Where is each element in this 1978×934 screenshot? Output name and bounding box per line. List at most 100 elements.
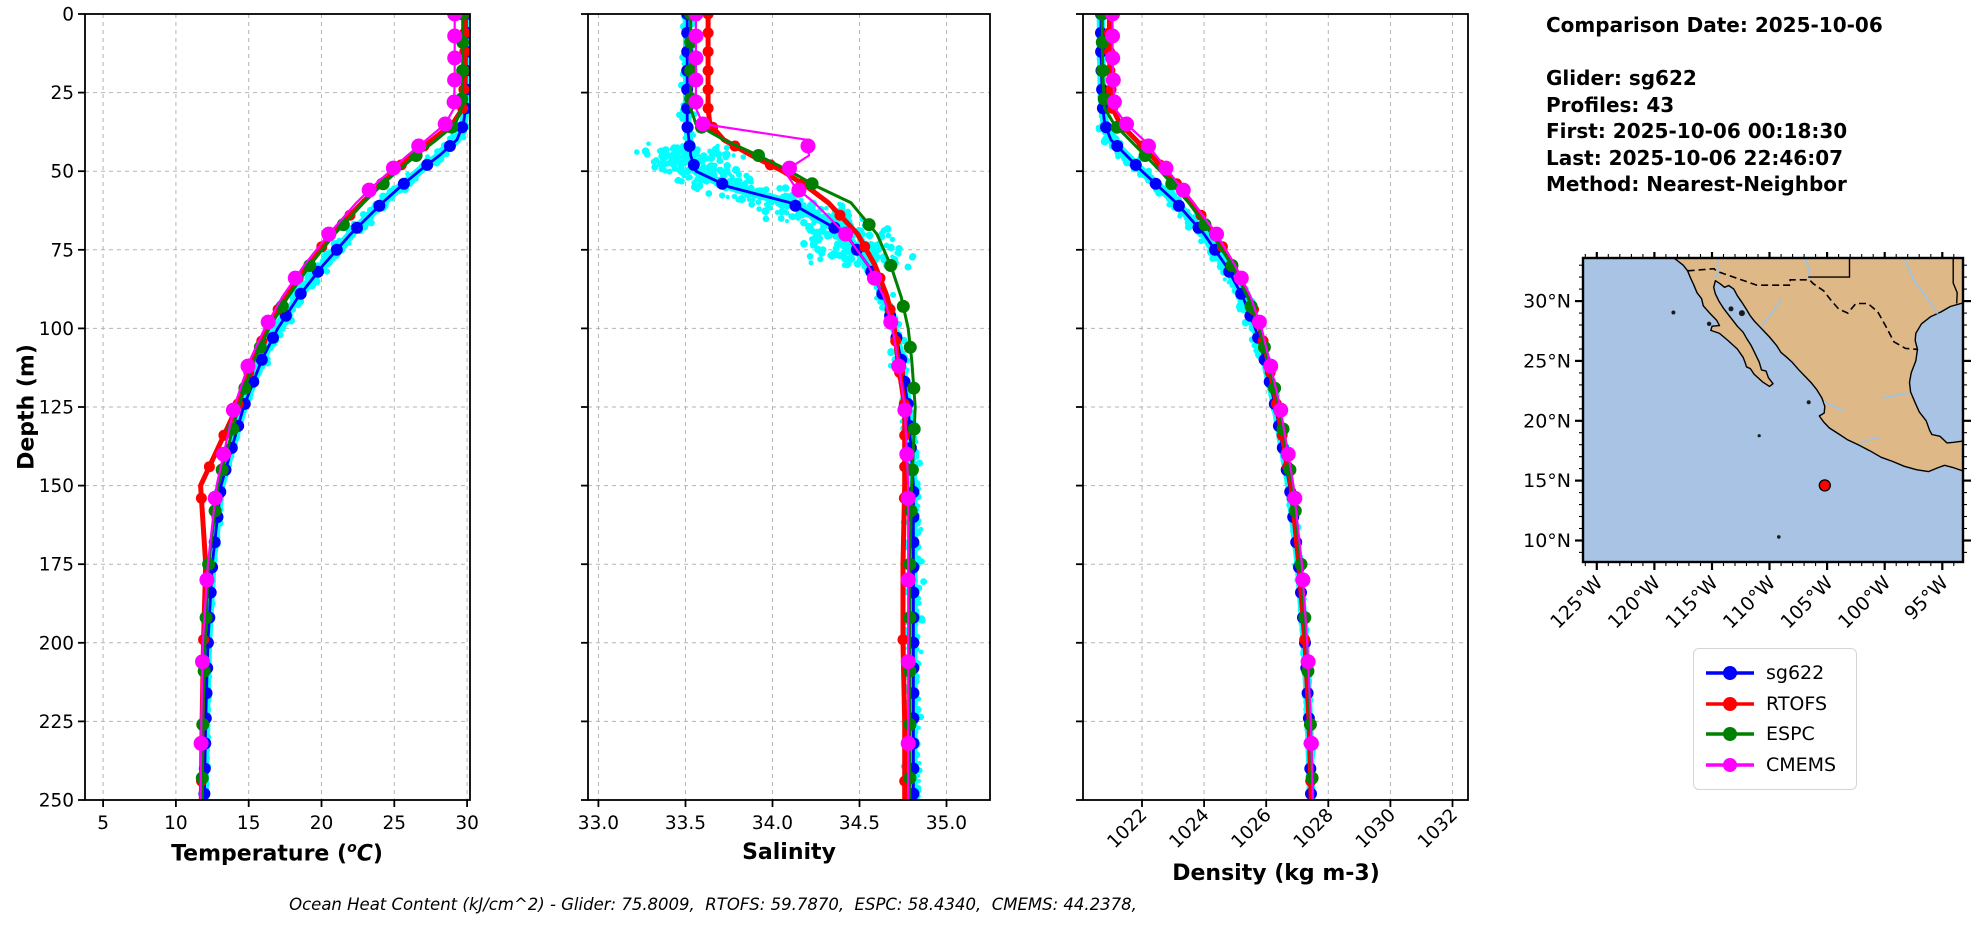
series-CMEMS bbox=[1105, 14, 1319, 800]
marker-RTOFS bbox=[897, 634, 909, 646]
map-island bbox=[1806, 400, 1811, 405]
map-frame bbox=[1581, 256, 1965, 564]
raw-scatter-point bbox=[909, 253, 917, 260]
raw-scatter-point bbox=[662, 168, 668, 174]
raw-scatter-point bbox=[915, 459, 924, 467]
map-land bbox=[1673, 258, 1963, 473]
marker-CMEMS bbox=[361, 182, 377, 198]
marker-RTOFS bbox=[702, 27, 714, 39]
marker-RTOFS bbox=[899, 429, 911, 441]
x-tick-label: 1030 bbox=[1352, 805, 1400, 853]
comparison-info-block: Comparison Date: 2025-10-06 Glider: sg62… bbox=[1546, 12, 1883, 198]
y-tick-label: 150 bbox=[39, 476, 74, 497]
raw-scatter-point bbox=[800, 202, 807, 209]
raw-scatter-point bbox=[751, 197, 756, 202]
raw-scatter-point bbox=[838, 202, 846, 210]
x-tick-label: 25 bbox=[383, 813, 407, 834]
legend-key-RTOFS bbox=[1706, 696, 1754, 711]
raw-scatter-point bbox=[915, 520, 921, 527]
map-lat-label: 25°N bbox=[1523, 350, 1571, 372]
raw-scatter-point bbox=[883, 225, 892, 233]
legend-key-ESPC bbox=[1706, 727, 1754, 742]
profiles-count: Profiles: 43 bbox=[1546, 92, 1675, 117]
marker-sg622 bbox=[294, 287, 307, 300]
map-lon-label: 120°W bbox=[1604, 572, 1665, 633]
legend-key-CMEMS bbox=[1706, 758, 1754, 773]
raw-scatter-point bbox=[740, 154, 747, 160]
y-tick-label: 75 bbox=[50, 240, 74, 261]
legend-label: sg622 bbox=[1766, 661, 1825, 684]
raw-scatter-point bbox=[762, 215, 770, 223]
raw-scatter-point bbox=[918, 526, 924, 532]
raw-scatter-point bbox=[322, 250, 330, 259]
y-axis-label: Depth (m) bbox=[14, 344, 40, 470]
x-tick-label: 33.5 bbox=[665, 813, 706, 834]
map-island bbox=[1777, 535, 1781, 539]
x-tick-label: 5 bbox=[97, 813, 109, 834]
raw-scatter-point bbox=[887, 348, 896, 357]
marker-sg622 bbox=[330, 243, 343, 256]
raw-scatter-point bbox=[885, 232, 892, 239]
marker-RTOFS bbox=[195, 492, 207, 504]
x-tick-label: 1022 bbox=[1103, 805, 1151, 853]
map-lat-label: 10°N bbox=[1523, 530, 1571, 552]
raw-scatter-point bbox=[703, 178, 710, 185]
raw-scatter-point bbox=[806, 252, 814, 260]
marker-sg622 bbox=[373, 199, 386, 212]
legend-label: ESPC bbox=[1766, 723, 1815, 746]
raw-scatter-point bbox=[1236, 306, 1244, 313]
marker-CMEMS bbox=[688, 14, 704, 22]
raw-scatter-point bbox=[743, 172, 750, 179]
marker-CMEMS bbox=[240, 358, 256, 374]
map-us-mexico-border bbox=[1687, 267, 1918, 351]
marker-CMEMS bbox=[447, 14, 463, 22]
raw-scatter-point bbox=[730, 176, 736, 182]
marker-CMEMS bbox=[897, 402, 913, 418]
marker-sg622 bbox=[716, 177, 729, 190]
raw-scatter-point bbox=[858, 227, 865, 234]
raw-scatter-point bbox=[682, 135, 687, 140]
map-river bbox=[1859, 436, 1880, 446]
marker-RTOFS bbox=[834, 209, 846, 221]
raw-scatter-point bbox=[853, 260, 862, 268]
map-river bbox=[1903, 258, 1939, 315]
raw-scatter-point bbox=[920, 578, 927, 585]
marker-CMEMS bbox=[688, 72, 704, 88]
x-tick-label: 1024 bbox=[1165, 805, 1213, 853]
raw-scatter-point bbox=[795, 215, 801, 221]
marker-sg622 bbox=[687, 158, 700, 171]
y-tick-label: 50 bbox=[50, 162, 74, 183]
legend-item-ESPC: ESPC bbox=[1694, 723, 1856, 745]
marker-RTOFS bbox=[702, 46, 714, 58]
series-CMEMS bbox=[688, 14, 916, 800]
raw-scatter-point bbox=[1184, 223, 1193, 231]
map-lat-label: 30°N bbox=[1523, 291, 1571, 313]
raw-scatter-point bbox=[719, 192, 726, 199]
legend-key-sg622 bbox=[1706, 665, 1754, 680]
marker-CMEMS bbox=[782, 160, 797, 176]
panel-data bbox=[1095, 14, 1319, 800]
y-tick-label: 125 bbox=[39, 398, 74, 419]
raw-scatter-point bbox=[810, 239, 818, 248]
raw-scatter-point bbox=[694, 175, 701, 183]
raw-scatter-point bbox=[812, 209, 817, 214]
raw-scatter-point bbox=[916, 696, 922, 702]
raw-scatter-point bbox=[865, 231, 874, 240]
raw-scatter-point bbox=[662, 146, 670, 154]
raw-scatter-point bbox=[916, 778, 922, 784]
marker-CMEMS bbox=[446, 94, 462, 110]
marker-CMEMS bbox=[838, 226, 854, 242]
marker-ESPC bbox=[195, 771, 209, 785]
raw-scatter-point bbox=[1166, 201, 1172, 208]
marker-CMEMS bbox=[900, 490, 916, 506]
raw-scatter-point bbox=[763, 186, 770, 193]
marker-CMEMS bbox=[800, 138, 816, 154]
map-lon-label: 105°W bbox=[1776, 572, 1837, 633]
map-lon-label: 110°W bbox=[1719, 572, 1780, 633]
map-island bbox=[1738, 310, 1745, 317]
panel-salinity: 33.0 33.5 34.0 34.5 35.0 bbox=[578, 13, 991, 834]
marker-sg622 bbox=[421, 158, 434, 171]
y-tick-label: 225 bbox=[39, 712, 74, 733]
marker-CMEMS bbox=[1280, 446, 1296, 462]
